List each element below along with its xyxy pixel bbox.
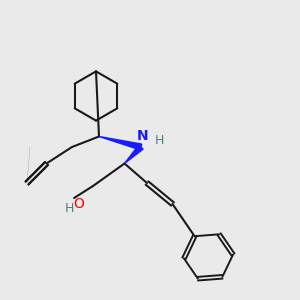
Polygon shape	[124, 145, 143, 164]
Text: H: H	[155, 134, 164, 147]
Text: O: O	[74, 197, 84, 211]
Polygon shape	[99, 136, 142, 150]
Text: H: H	[64, 202, 74, 215]
Text: N: N	[137, 129, 148, 142]
